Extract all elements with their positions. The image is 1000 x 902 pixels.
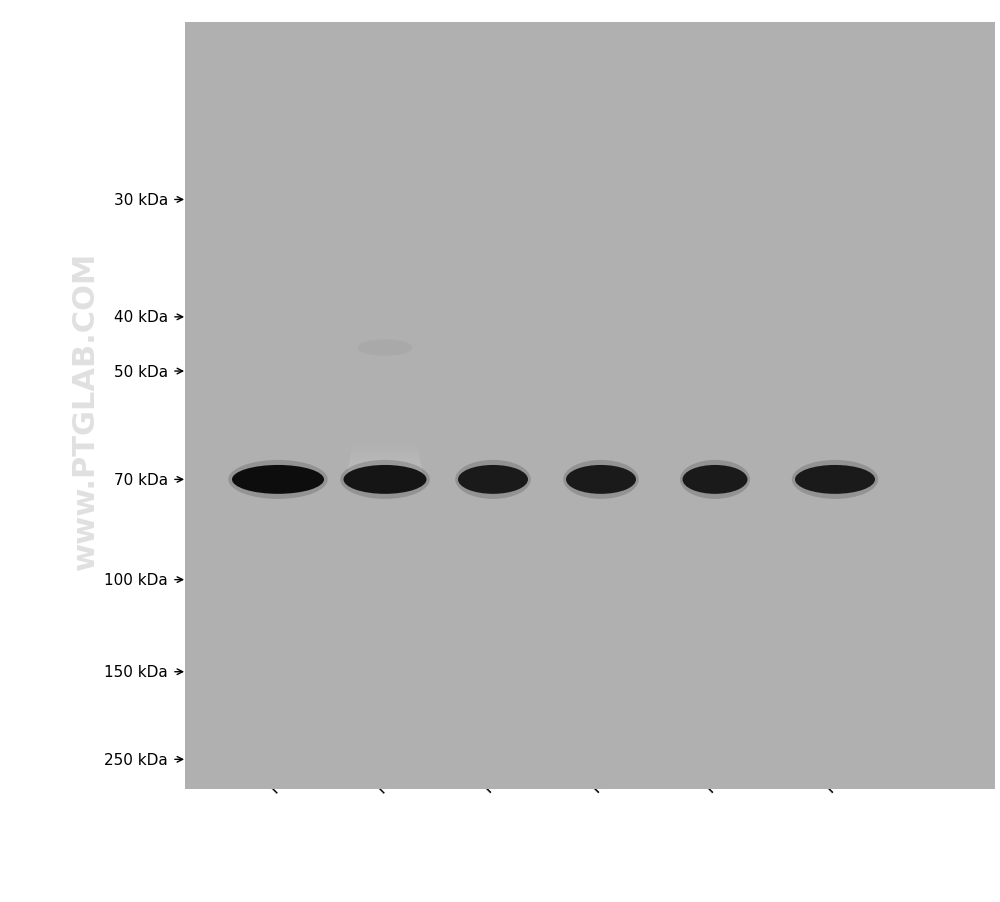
Text: mouse brain: mouse brain (480, 710, 566, 796)
Text: mouse testis: mouse testis (588, 708, 676, 796)
Text: rat brain: rat brain (702, 732, 765, 796)
Text: MCF-7: MCF-7 (372, 746, 422, 796)
Text: rat testis: rat testis (822, 731, 887, 796)
Text: 50 kDa: 50 kDa (114, 364, 168, 379)
Text: 30 kDa: 30 kDa (114, 193, 168, 207)
Text: 150 kDa: 150 kDa (104, 665, 168, 679)
Text: 70 kDa: 70 kDa (114, 473, 168, 487)
Text: 100 kDa: 100 kDa (104, 573, 168, 587)
Text: www.PTGLAB.COM: www.PTGLAB.COM (70, 252, 100, 569)
Text: K-562: K-562 (265, 750, 311, 796)
Text: 250 kDa: 250 kDa (104, 752, 168, 767)
Text: 40 kDa: 40 kDa (114, 310, 168, 325)
